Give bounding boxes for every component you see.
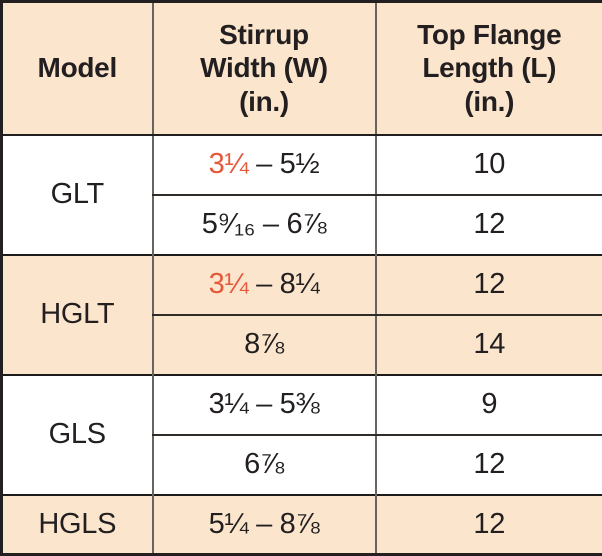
model-cell-gls: GLS <box>1 373 153 495</box>
width-cell: 5¼ – 8⅞ <box>151 493 376 555</box>
width-cell: 3¼ – 8¼ <box>151 253 376 316</box>
width-value: 5⁹⁄₁₆ – 6⅞ <box>201 208 327 240</box>
length-cell: 10 <box>374 134 602 196</box>
table-row: 5⁹⁄₁₆ – 6⅞ 12 <box>2 194 602 255</box>
table-row: HGLT 3¼ – 8¼ 12 <box>1 253 602 375</box>
width-cell: 8⅞ <box>151 314 376 375</box>
length-cell: 12 <box>374 194 602 255</box>
width-cell: 6⅞ <box>151 434 376 495</box>
length-cell: 12 <box>374 434 602 495</box>
width-value: 5¼ – 8⅞ <box>208 507 320 540</box>
model-cell-glt: GLT <box>1 134 153 255</box>
width-value: 8⅞ <box>244 328 284 360</box>
length-cell: 12 <box>374 493 602 555</box>
header-row: Model Stirrup Width (W) (in.) Top Flange… <box>1 1 602 136</box>
model-cell-hgls: HGLS <box>1 493 153 555</box>
model-cell-hglt: HGLT <box>1 253 153 375</box>
table-row: 6⅞ 12 <box>2 434 602 495</box>
width-value: – 5½ <box>248 148 320 180</box>
width-cell: 3¼ – 5½ <box>151 134 376 196</box>
width-value-highlight: 3¼ <box>208 148 249 180</box>
length-cell: 9 <box>374 373 602 436</box>
width-value: – 8¼ <box>248 268 320 300</box>
length-cell: 12 <box>374 253 602 316</box>
width-cell: 5⁹⁄₁₆ – 6⅞ <box>151 194 376 255</box>
width-cell: 3¼ – 5⅜ <box>151 373 376 436</box>
table-row: 8⅞ 14 <box>2 314 602 375</box>
table-row: GLS 3¼ – 5⅜ 9 <box>1 373 602 495</box>
table-row: HGLS 5¼ – 8⅞ 12 <box>1 493 602 555</box>
width-value: 3¼ – 5⅜ <box>208 388 320 420</box>
header-top-flange-length: Top Flange Length (L) (in.) <box>374 1 602 136</box>
header-stirrup-width: Stirrup Width (W) (in.) <box>151 1 376 136</box>
table-row: GLT 3¼ – 5½ 10 <box>1 134 602 255</box>
length-cell: 14 <box>374 314 602 375</box>
width-value-highlight: 3¼ <box>208 268 249 300</box>
header-model: Model <box>1 1 153 136</box>
width-value: 6⅞ <box>244 448 284 480</box>
